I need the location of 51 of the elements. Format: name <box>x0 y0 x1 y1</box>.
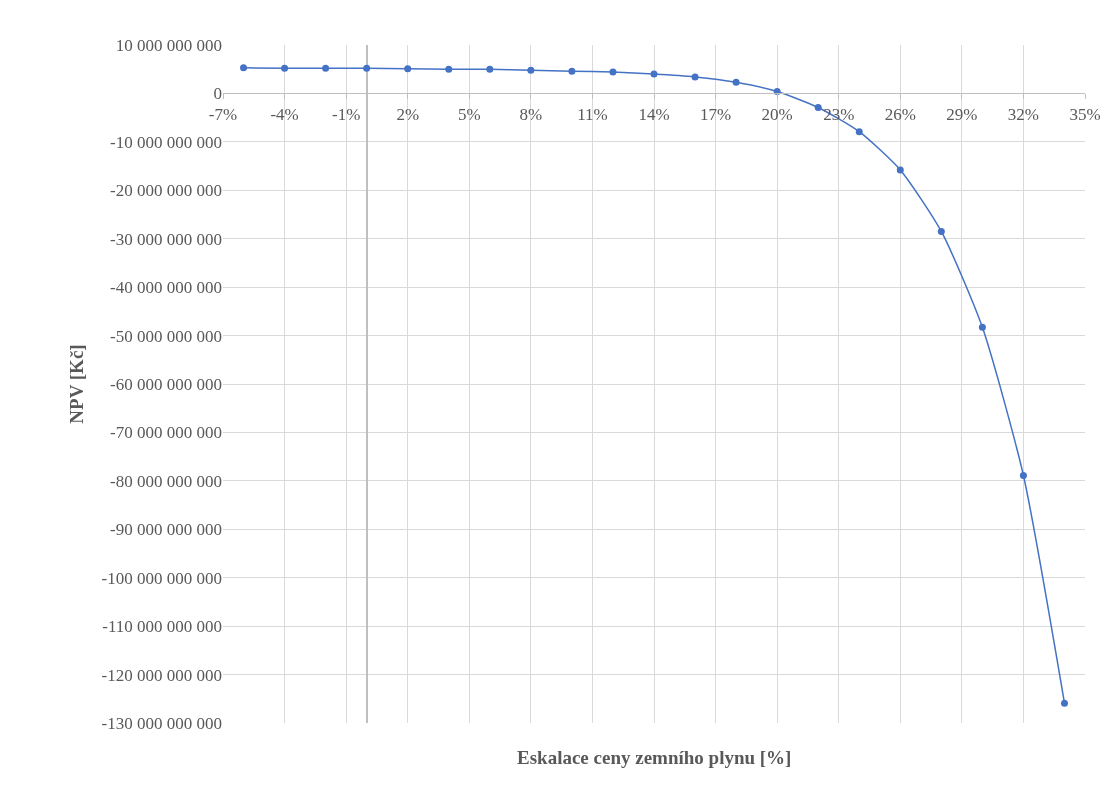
x-tick-label: 2% <box>396 104 420 124</box>
x-tick-label: 29% <box>946 104 978 124</box>
point <box>1019 472 1027 480</box>
x-tick-label: 14% <box>638 104 670 124</box>
point <box>855 128 863 136</box>
y-tick-label: -130 000 000 000 <box>101 713 222 733</box>
point <box>609 68 617 76</box>
y-tick-label: -40 000 000 000 <box>110 278 222 298</box>
point <box>978 323 986 331</box>
x-tick-label: 11% <box>577 104 608 124</box>
point <box>1060 699 1068 707</box>
x-tick-label: -4% <box>270 104 299 124</box>
point <box>363 64 371 72</box>
point <box>445 65 453 73</box>
y-tick-label: -70 000 000 000 <box>110 423 222 443</box>
y-tick-label: 0 <box>213 84 222 104</box>
x-tick-label: 26% <box>884 104 916 124</box>
point <box>527 66 535 74</box>
x-axis-title: Eskalace ceny zemního plynu [%] <box>517 747 792 768</box>
x-tick-label: -1% <box>331 104 361 124</box>
x-tick-label: 35% <box>1069 104 1101 124</box>
point <box>732 78 740 86</box>
point <box>240 64 248 72</box>
y-tick-label: -80 000 000 000 <box>110 471 222 491</box>
y-tick-label: -50 000 000 000 <box>110 326 222 346</box>
y-tick-label: -20 000 000 000 <box>110 181 222 201</box>
x-tick-label: 5% <box>457 104 481 124</box>
x-tick-label: 8% <box>519 104 543 124</box>
point <box>650 70 658 78</box>
point <box>404 65 412 73</box>
y-tick-label: -120 000 000 000 <box>101 665 222 685</box>
y-tick-label: -10 000 000 000 <box>110 132 222 152</box>
point <box>486 65 494 73</box>
y-tick-label: -60 000 000 000 <box>110 374 222 394</box>
point <box>896 166 904 174</box>
point <box>322 64 330 72</box>
y-tick-label: -90 000 000 000 <box>110 520 222 540</box>
x-tick-label: 17% <box>699 104 732 124</box>
point <box>814 103 822 111</box>
y-axis-title: NPV [Kč] <box>66 344 88 424</box>
x-tick-label: 32% <box>1007 104 1040 124</box>
x-tick-label: 20% <box>761 104 793 124</box>
y-tick-label: -100 000 000 000 <box>101 568 222 588</box>
x-tick-label: -7% <box>208 104 238 124</box>
point <box>568 67 576 75</box>
point <box>281 64 289 72</box>
point <box>937 227 945 235</box>
y-tick-label: 10 000 000 000 <box>115 35 222 55</box>
y-tick-label: -30 000 000 000 <box>110 229 222 249</box>
y-tick-label: -110 000 000 000 <box>102 617 222 637</box>
point <box>691 73 699 81</box>
